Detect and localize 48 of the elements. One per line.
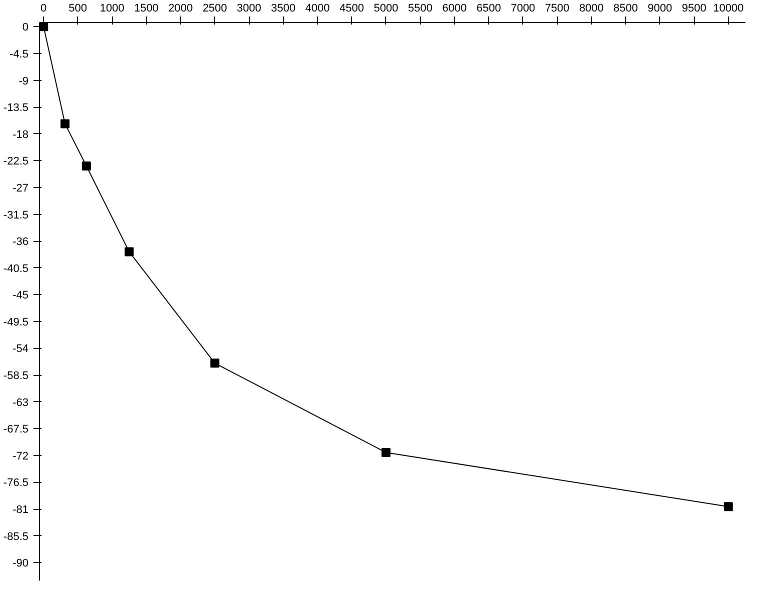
x-tick-label: 9500 <box>682 2 706 14</box>
y-tick-label: -45 <box>12 290 29 302</box>
y-tick-label: -4.5 <box>10 48 29 60</box>
x-tick-label: 3000 <box>236 2 262 14</box>
point <box>82 162 91 171</box>
x-tick-label: 5000 <box>374 2 398 14</box>
y-tick-label: -18 <box>12 128 29 141</box>
x-tick-label: 9000 <box>648 2 672 14</box>
y-tick-label: -67.5 <box>3 424 29 436</box>
x-tick-label: 1000 <box>100 2 124 14</box>
y-tick-label: -54 <box>12 343 29 356</box>
point <box>724 502 733 512</box>
y-tick-label: -36 <box>12 236 29 248</box>
y-tick-label: -90 <box>12 558 29 570</box>
y-tick-label: 0 <box>22 22 29 34</box>
x-tick-label: 2000 <box>168 2 193 14</box>
x-tick-label: 1500 <box>134 2 159 14</box>
x-tick-label: 4000 <box>305 2 330 14</box>
point <box>210 358 220 368</box>
x-tick-label: 6500 <box>476 2 501 14</box>
y-tick-label: -58.5 <box>3 370 29 382</box>
y-tick-label: -81 <box>12 504 29 516</box>
y-tick-label: -27 <box>12 182 29 194</box>
x-tick-label: 2500 <box>202 2 228 14</box>
x-tick-label: 500 <box>68 2 88 14</box>
y-tick-label: -72 <box>12 450 29 462</box>
y-tick-label: -76.5 <box>3 477 29 490</box>
x-tick-label: 7500 <box>544 2 570 14</box>
x-tick-label: 8000 <box>579 2 604 14</box>
y-tick-label: -40.5 <box>3 262 29 275</box>
point <box>124 247 134 256</box>
y-tick-label: -49.5 <box>3 316 29 328</box>
x-tick-label: 6000 <box>442 2 467 14</box>
x-tick-label: 8500 <box>613 2 638 14</box>
y-tick-label: -63 <box>12 396 29 409</box>
point <box>60 119 70 128</box>
y-tick-label: -9 <box>18 75 28 88</box>
y-tick-label: -13.5 <box>3 102 29 114</box>
x-tick-label: 7000 <box>510 2 536 14</box>
x-tick-label: 10000 <box>713 2 744 14</box>
y-tick-label: -22.5 <box>3 156 29 168</box>
x-tick-label: 0 <box>40 2 47 14</box>
point <box>381 448 390 457</box>
x-tick-label: 3500 <box>271 2 296 14</box>
y-tick-label: -31.5 <box>3 209 29 222</box>
y-tick-label: -85.5 <box>3 530 29 543</box>
x-tick-label: 4500 <box>340 2 364 14</box>
x-tick-label: 5500 <box>408 2 432 14</box>
